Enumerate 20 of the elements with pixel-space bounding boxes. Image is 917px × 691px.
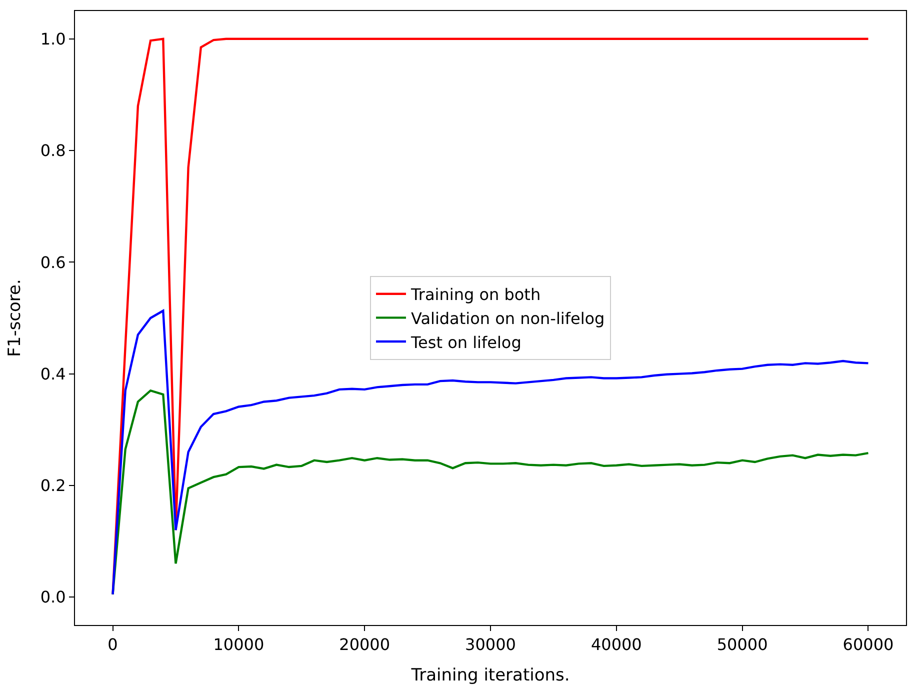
y-tick-label: 1.0 xyxy=(40,30,66,49)
y-tick-label: 0.4 xyxy=(40,364,66,384)
y-tick-label: 0.8 xyxy=(40,141,66,160)
y-axis-title: F1-score. xyxy=(4,279,25,357)
x-tick-label: 0 xyxy=(108,635,118,654)
x-tick-label: 10000 xyxy=(213,635,264,654)
x-tick-label: 40000 xyxy=(590,635,642,654)
line-series xyxy=(112,310,870,596)
legend-label: Training on both xyxy=(410,285,541,304)
x-axis-title: Training iterations. xyxy=(410,666,570,686)
y-tick-label: 0.0 xyxy=(40,588,66,607)
line-series xyxy=(112,38,870,596)
legend-label: Validation on non-lifelog xyxy=(411,308,605,328)
x-tick-label: 50000 xyxy=(716,635,768,654)
x-tick-label: 20000 xyxy=(339,635,390,654)
x-tick-label: 60000 xyxy=(842,635,894,654)
y-tick-label: 0.2 xyxy=(40,476,66,496)
legend-label: Test on lifelog xyxy=(410,332,522,352)
y-tick-label: 0.6 xyxy=(40,252,66,272)
x-tick-label: 30000 xyxy=(465,635,516,654)
